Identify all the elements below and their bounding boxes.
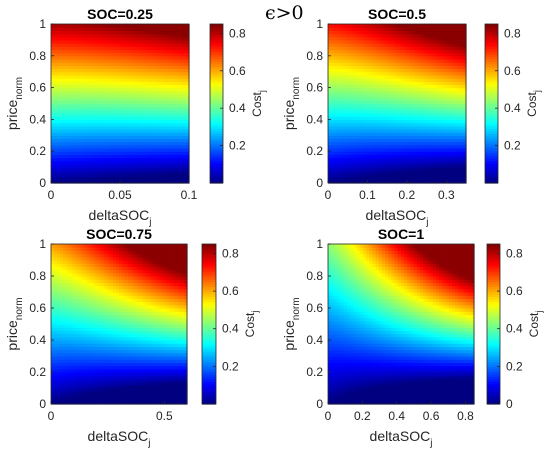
x-tick-label: 0.05: [108, 188, 132, 202]
colorbar-tick-label: 0.8: [229, 26, 246, 40]
colorbar-label: Costj: [525, 90, 542, 117]
x-tick-label: 0.1: [181, 188, 198, 202]
y-tick-label: 0.6: [306, 81, 323, 95]
x-tick-label: 0: [48, 188, 55, 202]
subplot-2: SOC=0.5 0 0.1 0.2 0.3 0 0.2 0.4 0.6 0.8 1 deltaSOCj…: [281, 6, 542, 228]
colorbar-tick-label: 0.6: [229, 64, 246, 78]
y-tick-label: 0: [39, 176, 46, 190]
heatmap-3: [51, 244, 188, 405]
x-tick-label: 0.1: [359, 188, 376, 202]
x-tick-label: 0: [325, 188, 332, 202]
colorbar-tick-label: 0.6: [504, 64, 521, 78]
y-tick-label: 1: [39, 17, 46, 31]
colorbar-tick-label: 0.2: [229, 139, 246, 153]
x-axis-label: deltaSOCj: [89, 207, 152, 228]
heatmap-1: [51, 24, 190, 184]
colorbar-2: 0.2 0.4 0.6 0.8 Costj: [485, 24, 542, 184]
colorbar-segment: [210, 24, 223, 27]
y-axis-label: pricenorm: [281, 77, 302, 130]
colorbar-tick-label: 0.2: [504, 139, 521, 153]
x-tick-label: 0.2: [399, 188, 416, 202]
y-tick-label: 0.2: [306, 144, 323, 158]
plot-title: SOC=0.25: [87, 6, 153, 22]
x-tick-label: 0.3: [438, 188, 455, 202]
y-tick-label: 0.8: [29, 49, 46, 63]
colorbar-tick-label: 0.4: [229, 101, 246, 115]
heatmap-2: [328, 24, 467, 184]
colorbar-label: Costj: [250, 90, 267, 117]
y-tick-label: 0.8: [306, 49, 323, 63]
colorbar-tick-label: 0.8: [504, 26, 521, 40]
y-tick-label: 0: [316, 176, 323, 190]
y-tick-label: 1: [316, 17, 323, 31]
y-tick-label: 0.4: [29, 112, 46, 126]
plot-title: SOC=0.5: [368, 6, 426, 22]
x-axis-label: deltaSOCj: [366, 207, 429, 228]
y-tick-label: 0.6: [29, 81, 46, 95]
subplot-1: SOC=0.25 0 0.05 0.1 0 0.2 0.4 0.6 0.8 1 deltaSOCj p…: [4, 6, 267, 228]
colorbar-1: 0.2 0.4 0.6 0.8 Costj: [210, 24, 267, 184]
y-tick-label: 0.2: [29, 144, 46, 158]
y-tick-label: 0.4: [306, 112, 323, 126]
colorbar-tick-label: 0.4: [504, 101, 521, 115]
colorbar-segment: [485, 24, 498, 27]
y-axis-label: pricenorm: [4, 77, 25, 130]
